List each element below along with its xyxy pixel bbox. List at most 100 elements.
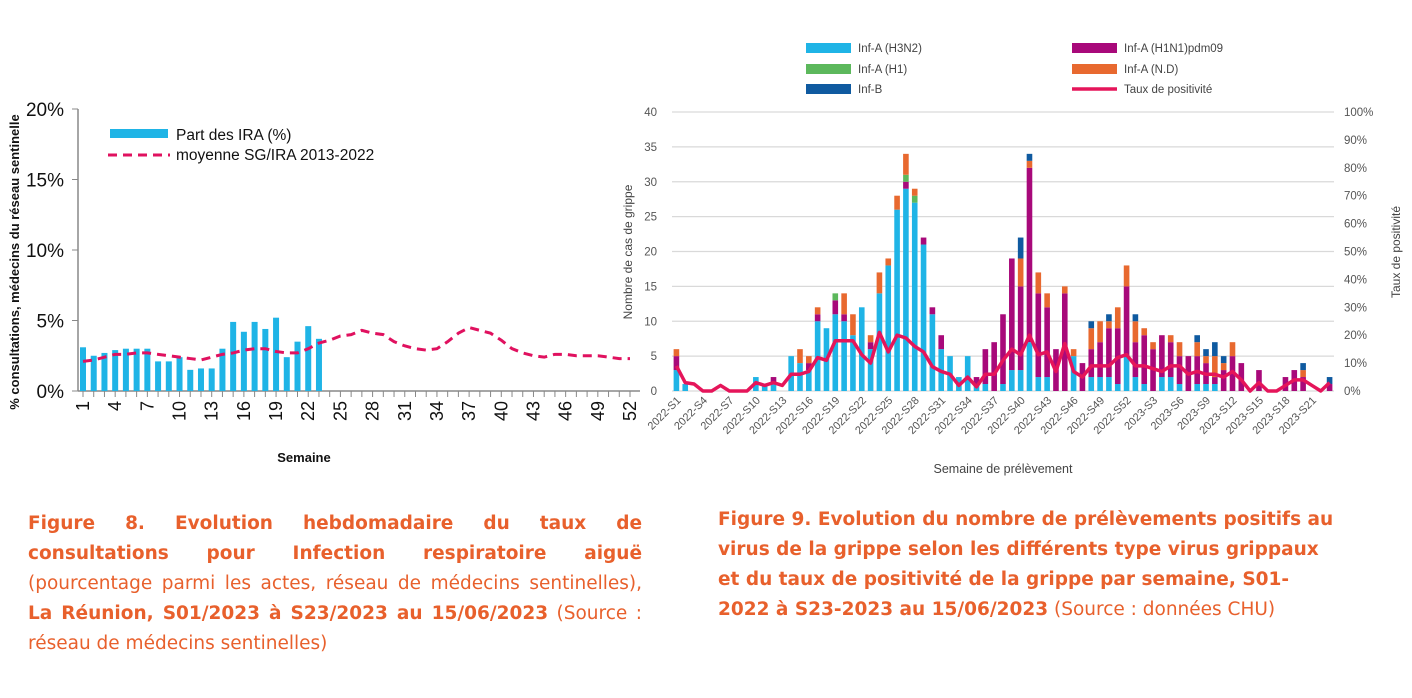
bar-h1n1 xyxy=(1167,342,1174,378)
legend-label-positivity: Taux de positivité xyxy=(1124,84,1212,96)
bar-h3n2 xyxy=(1070,356,1077,391)
bar-h3n2 xyxy=(850,335,856,391)
bar-h1n1 xyxy=(1097,342,1103,378)
bar-h1n1 xyxy=(867,342,874,350)
bar-ira xyxy=(219,348,226,391)
bar-nd xyxy=(1300,370,1306,378)
legend-label-h3n2: Inf-A (H3N2) xyxy=(858,43,922,55)
bar-h3n2 xyxy=(1026,342,1033,391)
y-tick-label: 25 xyxy=(644,212,657,224)
bar-h3n2 xyxy=(1106,377,1112,391)
bar-ira xyxy=(208,368,215,391)
chart-ira-consultations: 0% 5% 10% 15% 20% 1 4 7 10 13 16 19 22 25 28 31 34 37 40 43… xyxy=(7,100,640,465)
y2-tick-label: 20% xyxy=(1344,330,1367,342)
bar-h3n2 xyxy=(1141,384,1148,391)
bar-nd xyxy=(1132,321,1139,343)
bar-ira xyxy=(155,361,162,391)
y-tick-label: 15% xyxy=(26,171,64,192)
bar-nd xyxy=(1070,349,1077,357)
bar-h1n1 xyxy=(973,377,980,385)
x-axis-label: Semaine xyxy=(277,450,330,465)
bar-h3n2 xyxy=(841,321,847,391)
bar-h3n2 xyxy=(806,370,812,391)
bar-ira xyxy=(273,317,280,391)
bar-h3n2 xyxy=(1176,384,1183,391)
bar-b xyxy=(1017,237,1024,259)
legend-swatch-h1n1 xyxy=(1072,43,1117,53)
bar-ira xyxy=(197,368,204,391)
y2-tick-label: 60% xyxy=(1344,219,1367,231)
bar-h3n2 xyxy=(832,314,839,391)
bar-h1 xyxy=(832,293,839,301)
figure-9-caption: Figure 9. Evolution du nombre de prélève… xyxy=(718,505,1338,625)
bar-h3n2 xyxy=(911,202,918,391)
x-tick-label: 43 xyxy=(523,401,543,421)
y2-tick-label: 80% xyxy=(1344,163,1367,175)
legend-swatch-h3n2 xyxy=(806,43,851,53)
y2-tick-label: 50% xyxy=(1344,247,1367,259)
bar-nd xyxy=(1106,321,1112,329)
bar-h3n2 xyxy=(1212,384,1218,391)
bar-h1n1 xyxy=(1256,370,1262,391)
bar-ira xyxy=(133,348,140,391)
bar-h1n1 xyxy=(1220,370,1227,391)
bar-nd xyxy=(806,356,812,364)
bar-nd xyxy=(1220,363,1227,371)
legend-label-ira: Part des IRA (%) xyxy=(176,127,291,144)
bar-ira xyxy=(144,348,151,391)
bar-nd xyxy=(1035,272,1042,294)
bar-ira xyxy=(90,355,97,391)
bar-h3n2 xyxy=(876,293,883,391)
y2-tick-label: 0% xyxy=(1344,386,1361,398)
bar-h1n1 xyxy=(841,314,847,322)
bar-ira xyxy=(230,321,237,391)
line-moyenne xyxy=(82,325,630,363)
bar-nd xyxy=(885,258,892,266)
bar-b xyxy=(1212,342,1218,357)
bar-h1n1 xyxy=(1035,293,1042,378)
bar-ira xyxy=(262,328,269,391)
bar-h1n1 xyxy=(1212,377,1218,385)
bar-ira xyxy=(315,338,322,391)
bar-nd xyxy=(797,349,803,364)
y-axis-label: Nombre de cas de grippe xyxy=(621,184,635,319)
bar-nd xyxy=(1150,342,1156,350)
bar-h3n2 xyxy=(1194,384,1200,391)
bar-nd xyxy=(814,307,821,315)
bar-nd xyxy=(1026,160,1033,168)
legend-label-nd: Inf-A (N.D) xyxy=(1124,64,1178,76)
bar-h3n2 xyxy=(1132,377,1139,391)
bar-h1n1 xyxy=(832,300,839,315)
bar-h3n2 xyxy=(761,384,768,391)
y2-tick-label: 100% xyxy=(1344,107,1373,119)
bar-ira xyxy=(294,341,301,391)
y-tick-label: 15 xyxy=(644,281,657,293)
line-taux-positivite xyxy=(674,330,1331,393)
legend-swatch-nd xyxy=(1072,64,1117,74)
legend-label-moyenne: moyenne SG/IRA 2013-2022 xyxy=(176,147,374,164)
y-tick-label: 20 xyxy=(644,247,657,259)
bar-nd xyxy=(1167,335,1174,343)
bar-b xyxy=(1106,314,1112,322)
bar-b xyxy=(1088,321,1095,329)
caption-bold: Figure 8. Evolution hebdomadaire du taux… xyxy=(28,513,642,564)
bar-nd xyxy=(1176,342,1183,357)
bar-h1n1 xyxy=(1088,349,1095,378)
bar-ira xyxy=(251,321,258,391)
bar-h3n2 xyxy=(867,349,874,391)
bar-h1n1 xyxy=(673,356,680,371)
bar-h3n2 xyxy=(903,188,909,391)
y-tick-label: 10 xyxy=(644,316,657,328)
x-axis-label: Semaine de prélèvement xyxy=(934,462,1073,476)
figure-8-caption: Figure 8. Evolution hebdomadaire du taux… xyxy=(28,509,642,659)
y2-axis-label: Taux de positivité xyxy=(1389,206,1403,298)
bar-h1n1 xyxy=(1238,363,1245,391)
bar-h3n2 xyxy=(1017,370,1024,391)
bar-h3n2 xyxy=(1159,377,1165,391)
bar-nd xyxy=(894,195,900,210)
bar-h3n2 xyxy=(1044,377,1050,391)
bar-h1n1 xyxy=(929,307,936,315)
bar-b xyxy=(1300,363,1306,371)
bar-h1n1 xyxy=(814,314,821,322)
